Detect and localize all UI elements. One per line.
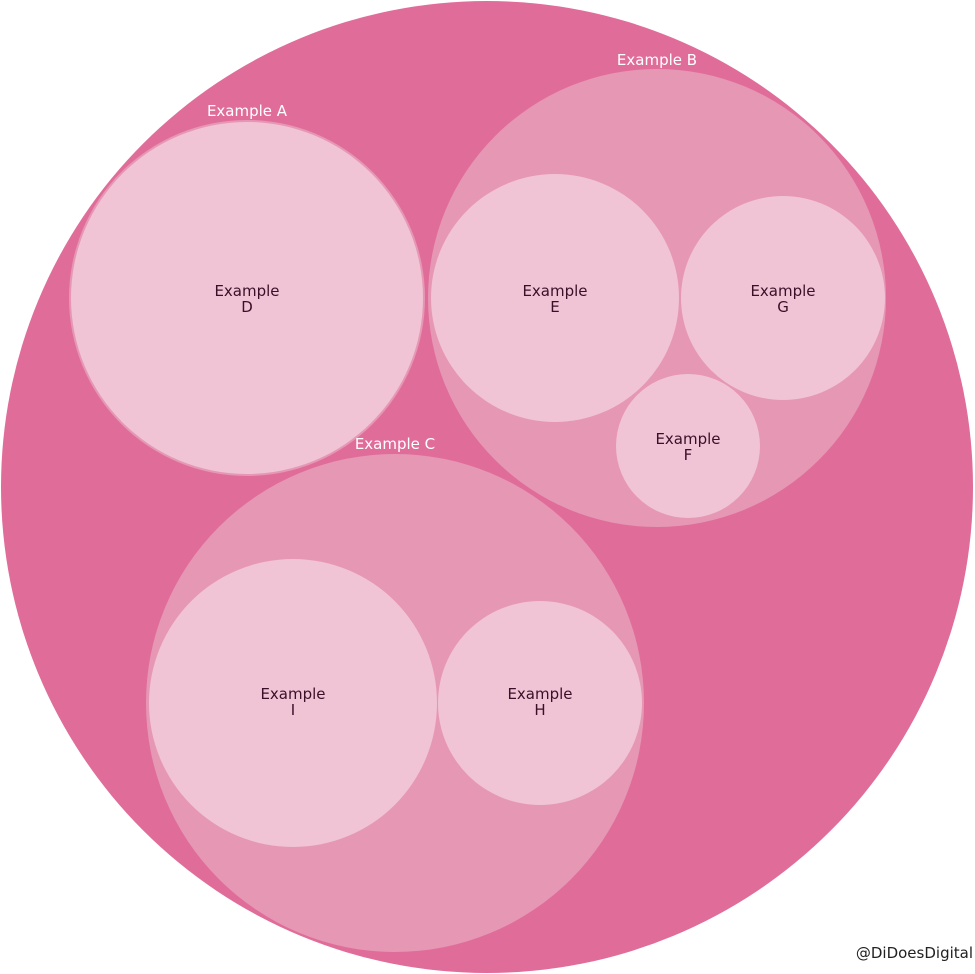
leaf-e-label-line2: E	[550, 298, 559, 316]
leaf-e-circle[interactable]	[431, 174, 679, 422]
leaf-d-label-line2: D	[241, 298, 253, 316]
leaf-h-label-line1: Example	[507, 685, 572, 703]
leaf-f-label-line2: F	[684, 446, 693, 464]
leaf-i-label-line2: I	[291, 701, 295, 719]
leaf-h-circle[interactable]	[438, 601, 642, 805]
leaf-e-label-line1: Example	[522, 282, 587, 300]
group-b: Example E Example G Example F	[428, 69, 886, 527]
credit-text: @DiDoesDigital	[855, 944, 973, 962]
leaf-i-label-line1: Example	[260, 685, 325, 703]
leaf-i-circle[interactable]	[149, 559, 437, 847]
leaf-d-label-line1: Example	[214, 282, 279, 300]
leaf-g-label-line2: G	[777, 298, 789, 316]
group-b-label: Example B	[617, 51, 697, 69]
leaf-h-label-line2: H	[534, 701, 545, 719]
leaf-d-circle[interactable]	[71, 122, 423, 474]
leaf-g-circle[interactable]	[681, 196, 885, 400]
group-c: Example I Example H	[146, 454, 644, 952]
leaf-g-label-line1: Example	[750, 282, 815, 300]
group-a: Example D	[69, 120, 425, 476]
leaf-f-label-line1: Example	[655, 430, 720, 448]
group-a-label: Example A	[207, 102, 288, 120]
group-c-label: Example C	[355, 435, 435, 453]
leaf-f-circle[interactable]	[616, 374, 760, 518]
